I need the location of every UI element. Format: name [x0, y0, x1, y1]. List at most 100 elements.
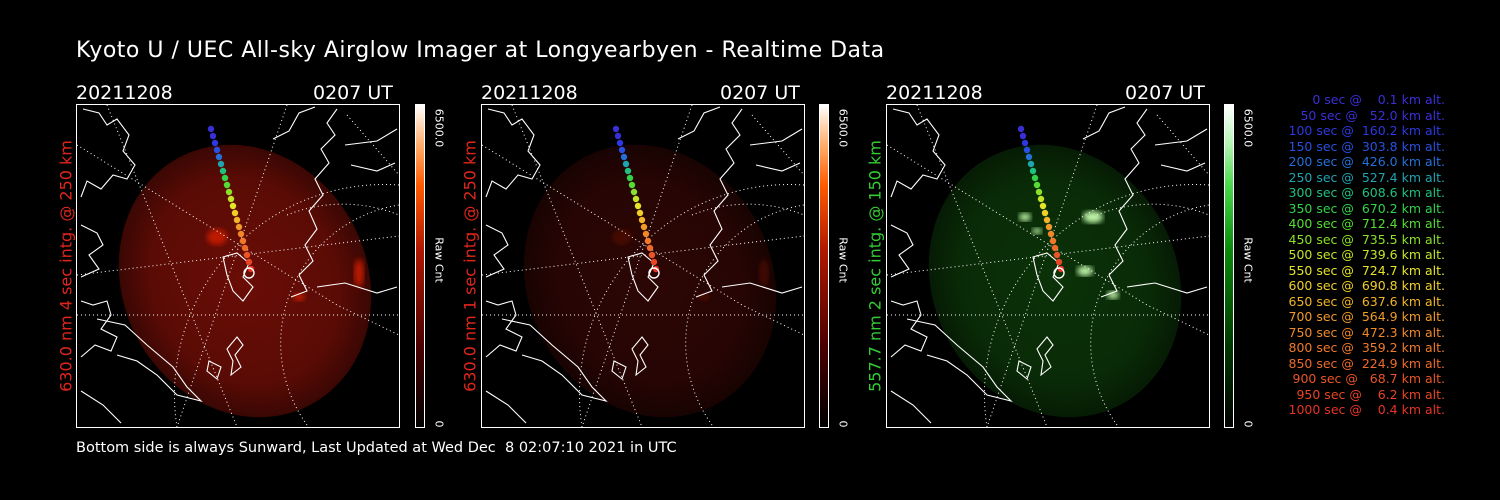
aurora-feature — [759, 259, 769, 287]
colorbar-max: 6500.0 — [836, 108, 850, 148]
legend-item: 250 sec @ 527.4 km alt. — [1284, 169, 1446, 185]
legend-item: 500 sec @ 739.6 km alt. — [1284, 247, 1446, 262]
trajectory-point — [650, 258, 658, 266]
trajectory-point — [215, 153, 223, 161]
trajectory-point — [614, 132, 622, 140]
trajectory-point — [1051, 244, 1059, 252]
aurora-feature — [612, 229, 632, 245]
coastline — [80, 106, 398, 424]
trajectory-point — [1035, 188, 1043, 196]
colorbar-min: 0 — [1241, 420, 1255, 428]
altitude-legend: 0 sec @ 0.1 km alt. 50 sec @ 52.0 km alt… — [1255, 92, 1446, 418]
trajectory-point — [231, 209, 239, 217]
panel-date: 20211208 — [886, 82, 983, 104]
trajectory-point — [618, 146, 626, 154]
legend-item: 450 sec @ 735.5 km alt. — [1284, 231, 1446, 247]
trajectory-point — [634, 202, 642, 210]
panel-time: 0207 UT — [313, 82, 393, 104]
trajectory-point — [1039, 202, 1047, 210]
allsky-image — [76, 104, 400, 428]
trajectory-point — [1017, 125, 1025, 133]
trajectory-point — [245, 258, 253, 266]
legend-item: 100 sec @ 160.2 km alt. — [1284, 123, 1446, 138]
legend-item: 200 sec @ 426.0 km alt. — [1284, 154, 1446, 169]
page-title: Kyoto U / UEC All-sky Airglow Imager at … — [76, 38, 885, 63]
trajectory-point — [225, 188, 233, 196]
trajectory-point — [1047, 230, 1055, 238]
observatory-marker — [1053, 267, 1065, 279]
trajectory-point — [221, 174, 229, 182]
trajectory-point — [229, 202, 237, 210]
graticule — [887, 105, 1209, 427]
legend-item: 800 sec @ 359.2 km alt. — [1284, 340, 1446, 355]
legend-item: 50 sec @ 52.0 km alt. — [1292, 107, 1445, 123]
trajectory-point — [207, 125, 215, 133]
airglow-emission — [523, 144, 777, 418]
trajectory-point — [626, 174, 634, 182]
graticule — [482, 105, 804, 427]
trajectory-point — [616, 139, 624, 147]
panel-wavelength-label: 630.0 nm 4 sec intg. @ 250 km — [56, 140, 76, 392]
coastline — [890, 106, 1208, 424]
trajectory-point — [1043, 216, 1051, 224]
trajectory-point — [624, 167, 632, 175]
panel-date: 20211208 — [481, 82, 578, 104]
legend-item: 0 sec @ 0.1 km alt. — [1300, 92, 1445, 107]
trajectory-point — [219, 167, 227, 175]
colorbar — [1224, 104, 1234, 428]
trajectory-point — [227, 195, 235, 203]
colorbar — [415, 104, 425, 428]
trajectory-point — [241, 244, 249, 252]
footer-status: Bottom side is always Sunward, Last Upda… — [76, 440, 677, 456]
trajectory-point — [217, 160, 225, 168]
legend-item: 600 sec @ 690.8 km alt. — [1284, 278, 1446, 293]
panel-wavelength-label: 557.7 nm 2 sec intg. @ 150 km — [865, 140, 885, 392]
graticule — [77, 105, 399, 427]
trajectory-point — [211, 139, 219, 147]
trajectory-point — [1021, 139, 1029, 147]
trajectory-point — [1033, 181, 1041, 189]
legend-item: 700 sec @ 564.9 km alt. — [1284, 309, 1446, 324]
aurora-feature — [207, 229, 227, 245]
trajectory-point — [612, 125, 620, 133]
aurora-feature — [1077, 266, 1093, 276]
trajectory-point — [235, 223, 243, 231]
colorbar-min: 0 — [836, 420, 850, 428]
trajectory-point — [209, 132, 217, 140]
colorbar — [819, 104, 829, 428]
trajectory-point — [1029, 167, 1037, 175]
panel-date: 20211208 — [76, 82, 173, 104]
legend-item: 900 sec @ 68.7 km alt. — [1288, 371, 1445, 386]
trajectory-point — [628, 181, 636, 189]
panel-time: 0207 UT — [720, 82, 800, 104]
legend-item: 750 sec @ 472.3 km alt. — [1284, 324, 1446, 340]
colorbar-min: 0 — [432, 420, 446, 428]
trajectory-point — [1041, 209, 1049, 217]
trajectory-point — [640, 223, 648, 231]
legend-item: 400 sec @ 712.4 km alt. — [1284, 216, 1446, 231]
trajectory-point — [1019, 132, 1027, 140]
allsky-image — [481, 104, 805, 428]
trajectory-point — [237, 230, 245, 238]
trajectory-point — [223, 181, 231, 189]
trajectory-point — [1045, 223, 1053, 231]
trajectory-point — [648, 251, 656, 259]
aurora-feature — [354, 259, 364, 287]
colorbar-max: 6500.0 — [432, 108, 446, 148]
colorbar-max: 6500.0 — [1241, 108, 1255, 148]
trajectory-point — [1037, 195, 1045, 203]
colorbar-unit: Raw Cnt — [1241, 237, 1255, 283]
trajectory-point — [622, 160, 630, 168]
trajectory-point — [1031, 174, 1039, 182]
coastline — [485, 106, 803, 424]
trajectory-point — [213, 146, 221, 154]
trajectory-point — [1027, 160, 1035, 168]
trajectory-point — [646, 244, 654, 252]
legend-item: 850 sec @ 224.9 km alt. — [1284, 355, 1446, 371]
aurora-feature — [1019, 213, 1031, 221]
trajectory-point — [233, 216, 241, 224]
trajectory-point — [638, 216, 646, 224]
trajectory-point — [243, 251, 251, 259]
aurora-feature — [1083, 211, 1103, 223]
airglow-emission — [118, 144, 372, 418]
